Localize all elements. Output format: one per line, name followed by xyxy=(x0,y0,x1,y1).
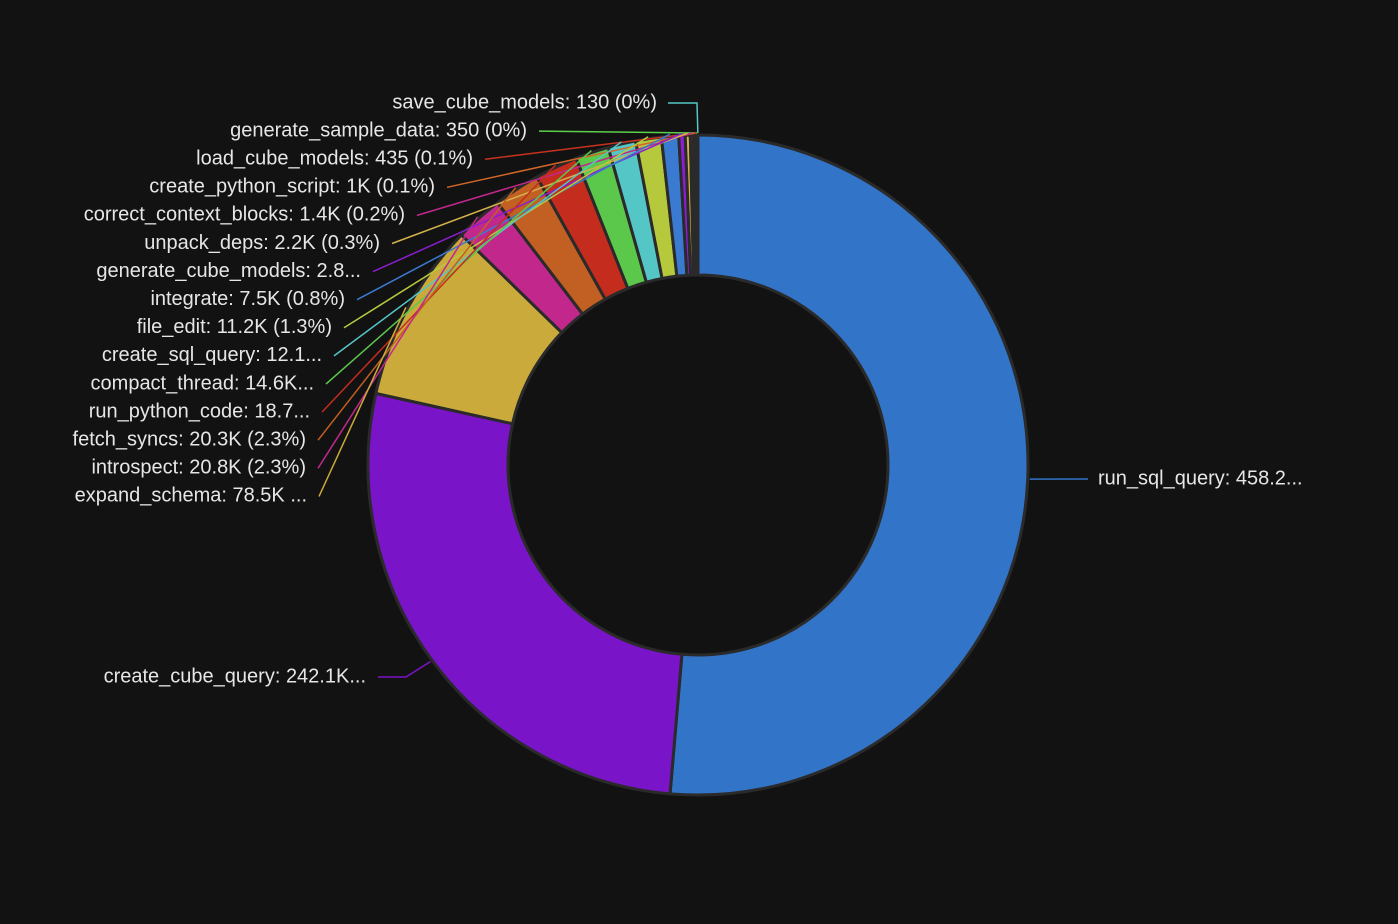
slice-labels: run_sql_query: 458.2... create_cube_query… xyxy=(73,91,1303,687)
label-integrate: integrate: 7.5K (0.8%) xyxy=(150,288,345,310)
leader-expand-schema xyxy=(318,306,407,497)
label-introspect: introspect: 20.8K (2.3%) xyxy=(91,457,306,479)
label-file-edit: file_edit: 11.2K (1.3%) xyxy=(137,316,332,338)
leader-introspect xyxy=(317,216,479,469)
leader-load-cube-models xyxy=(484,132,697,160)
label-fetch-syncs: fetch_syncs: 20.3K (2.3%) xyxy=(73,428,306,450)
label-run-python-code: run_python_code: 18.7... xyxy=(89,400,310,422)
label-generate-cube-models: generate_cube_models: 2.8... xyxy=(96,260,361,282)
leader-create-sql-query xyxy=(333,141,622,357)
leader-generate-cube-models xyxy=(372,132,683,273)
label-create-cube-query: create_cube_query: 242.1K... xyxy=(104,665,366,687)
leader-create-cube-query xyxy=(378,660,431,678)
leader-file-edit xyxy=(343,136,649,329)
label-run-sql-query: run_sql_query: 458.2... xyxy=(1098,467,1303,489)
label-generate-sample-data: generate_sample_data: 350 (0%) xyxy=(230,119,527,141)
label-compact-thread: compact_thread: 14.6K... xyxy=(91,372,314,394)
label-create-sql-query: create_sql_query: 12.1... xyxy=(102,344,322,366)
leader-integrate xyxy=(356,133,671,301)
label-load-cube-models: load_cube_models: 435 (0.1%) xyxy=(196,147,473,169)
slice-run-sql-query[interactable] xyxy=(668,133,1030,797)
label-expand-schema: expand_schema: 78.5K ... xyxy=(75,485,307,507)
slice-create-cube-query[interactable] xyxy=(366,391,684,796)
leader-run-python-code xyxy=(321,164,556,413)
label-save-cube-models: save_cube_models: 130 (0%) xyxy=(392,91,657,113)
leader-generate-sample-data xyxy=(538,130,698,134)
leader-lines xyxy=(317,102,1089,678)
label-correct-context-blocks: correct_context_blocks: 1.4K (0.2%) xyxy=(84,204,405,226)
label-create-python-script: create_python_script: 1K (0.1%) xyxy=(149,176,435,198)
leader-save-cube-models xyxy=(668,102,699,134)
label-unpack-deps: unpack_deps: 2.2K (0.3%) xyxy=(144,232,380,254)
